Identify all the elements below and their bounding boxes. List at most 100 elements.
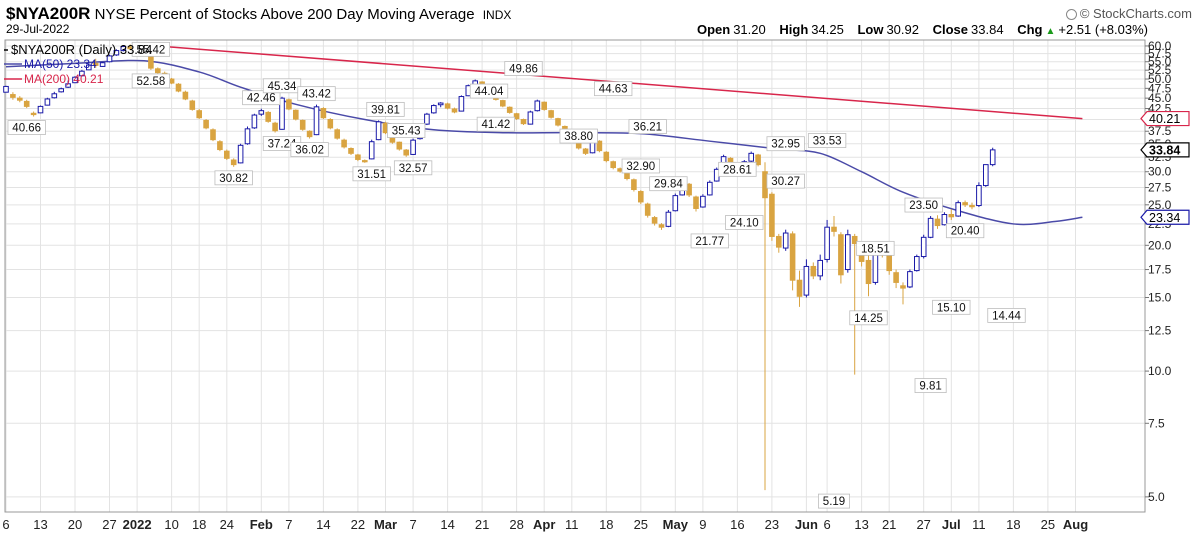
y-tick-label: 45.0 — [1148, 91, 1172, 105]
candle-body — [44, 98, 51, 106]
candle-body — [665, 211, 672, 227]
price-label-box — [504, 61, 543, 76]
price-label-text: 23.50 — [909, 200, 938, 212]
price-label-box — [469, 83, 509, 99]
candle-down — [286, 98, 292, 111]
candle-down — [396, 141, 403, 151]
value-tag: 33.84 — [1140, 142, 1190, 158]
candle-up — [941, 212, 948, 226]
candle-body — [845, 234, 851, 271]
price-label: 18.51 — [856, 240, 895, 256]
candle-down — [334, 128, 340, 140]
price-label-text: 35.43 — [392, 126, 421, 138]
y-tick-label: 55.0 — [1148, 55, 1172, 69]
candle-down — [341, 138, 347, 149]
price-label-box — [649, 176, 688, 192]
candle-down — [900, 282, 906, 305]
candle-body — [776, 235, 782, 248]
price-label: 40.66 — [7, 120, 46, 135]
price-label: 35.43 — [387, 123, 426, 138]
candle-body — [513, 113, 520, 120]
candle-up — [458, 95, 465, 112]
candle-up — [44, 97, 51, 106]
price-label: 14.25 — [849, 310, 888, 326]
candle-body — [203, 119, 209, 129]
price-label-box — [628, 119, 667, 134]
candle-body — [286, 99, 292, 110]
candle-down — [182, 90, 189, 101]
candle-body — [831, 226, 837, 232]
candle-body — [113, 50, 120, 56]
candle-body — [306, 130, 313, 138]
candle-down — [851, 233, 858, 375]
candle-up — [955, 200, 962, 217]
candle-body — [672, 195, 679, 212]
x-tick-label: 18 — [1006, 517, 1020, 532]
y-tick-label: 30.0 — [1148, 165, 1172, 179]
candle-body — [707, 181, 713, 196]
x-tick-label: 11 — [972, 517, 986, 532]
price-label-text: 9.81 — [919, 381, 941, 393]
chart-date: 29-Jul-2022 — [6, 22, 70, 36]
brand-text: © StockCharts.com — [1079, 6, 1192, 21]
price-label-box — [393, 160, 433, 176]
candle-body — [596, 140, 603, 152]
y-tick-label: 60.0 — [1148, 39, 1172, 53]
candle-body — [72, 76, 78, 84]
candle-down — [155, 67, 161, 74]
x-tick-label: 7 — [285, 517, 292, 532]
price-label: 36.02 — [290, 142, 329, 157]
candle-body — [99, 62, 106, 67]
price-label-box — [366, 101, 405, 117]
candle-down — [541, 101, 548, 111]
candle-up — [99, 62, 106, 67]
x-tick-label: 21 — [475, 517, 489, 532]
price-label-text: 32.95 — [771, 139, 800, 151]
x-tick-label: 11 — [565, 517, 579, 532]
y-tick-label: 12.5 — [1148, 324, 1172, 338]
candle-body — [693, 196, 699, 209]
candle-up — [106, 54, 113, 63]
candle-up — [782, 229, 789, 251]
candle-up — [983, 164, 989, 187]
price-label-text: 30.27 — [771, 176, 800, 188]
price-label-text: 14.25 — [854, 313, 883, 325]
candle-up — [237, 143, 244, 164]
candle-down — [582, 147, 589, 155]
candle-down — [520, 118, 527, 126]
candle-down — [548, 109, 554, 119]
candle-body — [431, 105, 437, 114]
stockcharts-logo-icon — [1065, 9, 1077, 20]
candle-body — [582, 148, 589, 154]
x-tick-label: 25 — [1041, 517, 1055, 532]
candle-up — [72, 76, 78, 84]
candle-down — [610, 160, 617, 170]
candle-up — [65, 80, 71, 88]
candle-up — [707, 180, 713, 196]
candle-up — [424, 112, 430, 126]
candle-down — [934, 215, 941, 229]
candle-body — [941, 214, 948, 226]
candle-body — [555, 118, 561, 126]
candle-body — [810, 265, 817, 277]
value-tag-text: 23.34 — [1149, 211, 1180, 225]
candle-down — [658, 223, 665, 230]
open-label: Open — [696, 22, 731, 37]
candle-body — [79, 70, 85, 77]
price-label-box — [559, 128, 598, 144]
price-label-box — [290, 142, 329, 157]
x-tick-label: 13 — [33, 517, 47, 532]
price-label: 43.42 — [297, 86, 336, 102]
candle-body — [458, 96, 465, 112]
x-tick-label: 21 — [882, 517, 896, 532]
candle-body — [658, 224, 665, 228]
candle-body — [23, 100, 30, 107]
x-tick-label: 6 — [2, 517, 9, 532]
candle-down — [299, 119, 306, 131]
stockcharts-brand[interactable]: © StockCharts.com — [1065, 6, 1192, 21]
price-label-box — [987, 308, 1026, 323]
candle-body — [30, 112, 37, 116]
candle-up — [803, 259, 810, 298]
